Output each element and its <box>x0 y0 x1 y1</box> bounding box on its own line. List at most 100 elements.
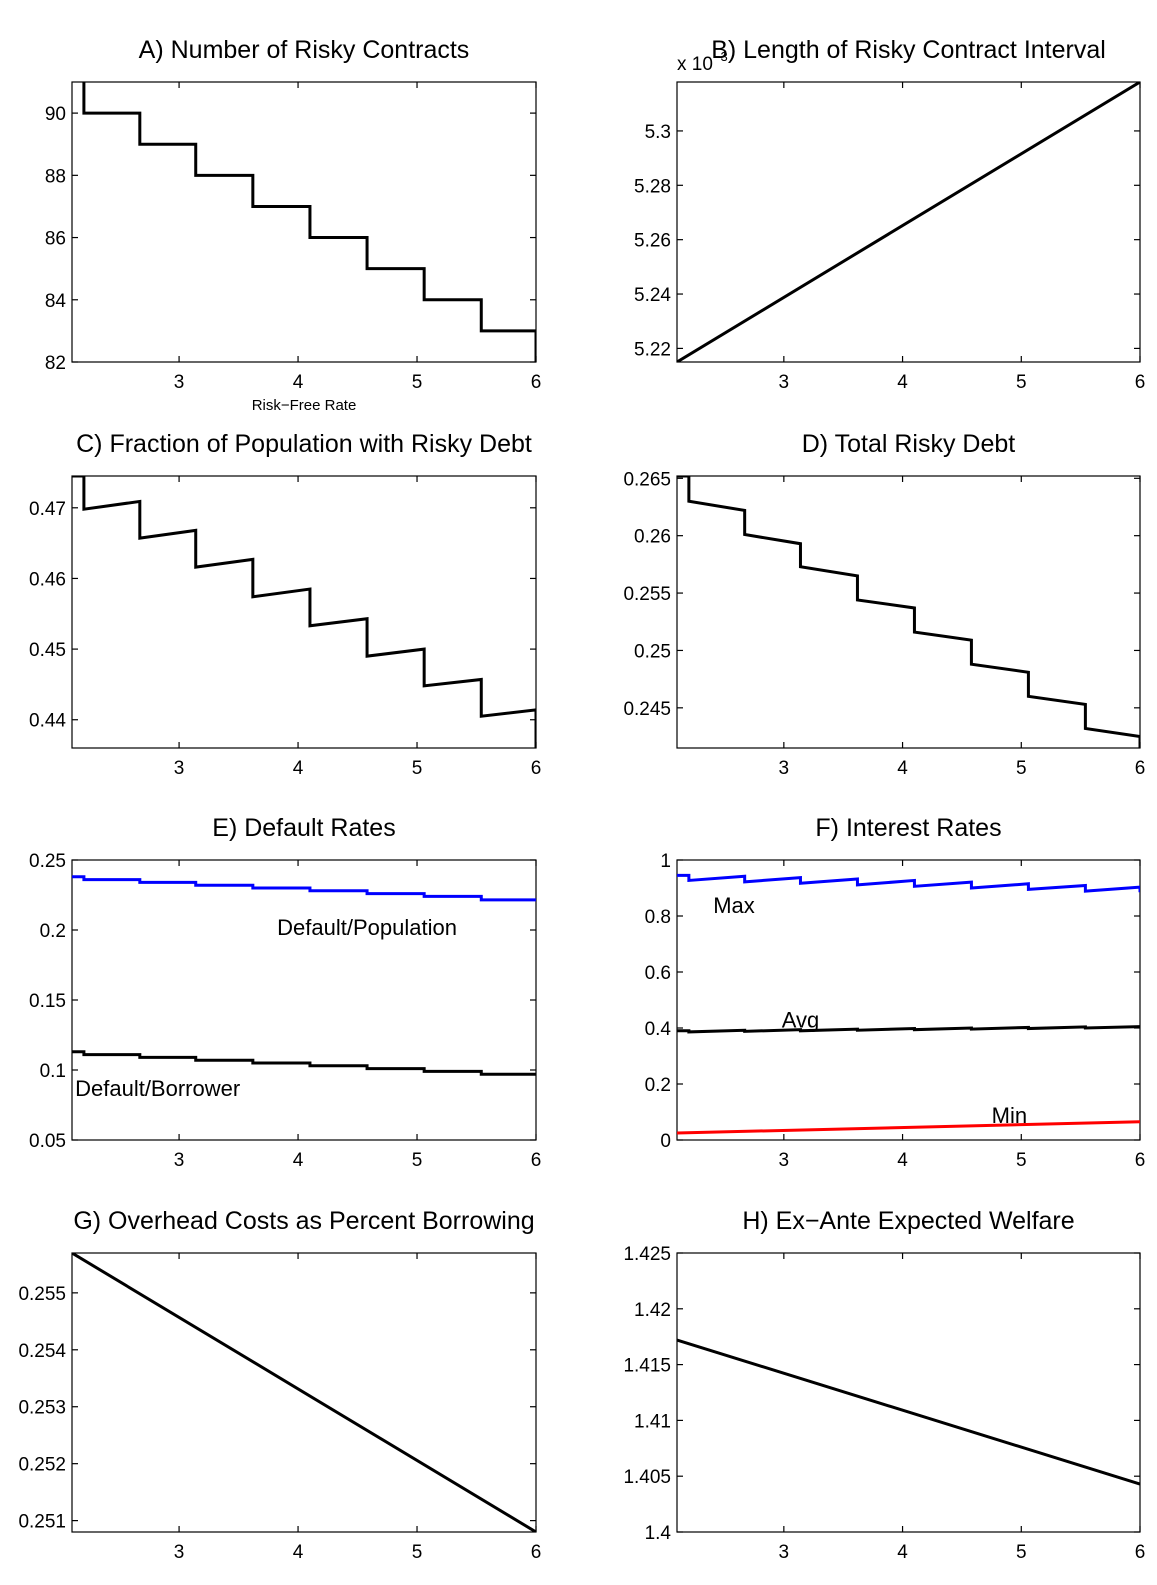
x-tick-label: 6 <box>1135 372 1146 393</box>
chart-title: B) Length of Risky Contract Interval <box>711 36 1106 64</box>
x-tick-label: 3 <box>174 372 185 393</box>
plot-area-frame <box>676 475 1141 749</box>
chart-title: G) Overhead Costs as Percent Borrowing <box>73 1207 534 1235</box>
chart-h: H) Ex−Ante Expected Welfare 3 4 5 6 1.4 1.405 1… <box>623 1207 1145 1563</box>
series-line-1 <box>677 1338 1140 1486</box>
y-tick-label: 0.45 <box>29 640 66 661</box>
y-tick-label: 0.46 <box>29 569 66 590</box>
annotation-label: Default/Borrower <box>75 1076 240 1101</box>
x-tick-label: 3 <box>174 1542 185 1563</box>
series-line-1 <box>82 82 536 362</box>
x-tick-label: 4 <box>293 758 304 779</box>
x-tick-label: 5 <box>1016 372 1027 393</box>
x-tick-label: 4 <box>897 758 908 779</box>
y-tick-label: 0.251 <box>18 1512 66 1533</box>
annotation-label: Min <box>992 1103 1027 1128</box>
x-axis-label: Risk−Free Rate <box>252 397 357 414</box>
x-tick-label: 5 <box>412 1542 423 1563</box>
y-tick-label: 5.22 <box>634 339 671 360</box>
y-tick-label: 0.255 <box>18 1284 66 1305</box>
annotation-label: Avg <box>782 1008 820 1033</box>
x-tick-label: 6 <box>531 758 542 779</box>
x-tick-label: 6 <box>1135 1542 1146 1563</box>
y-tick-label: 0.252 <box>18 1455 66 1476</box>
x-tick-label: 3 <box>174 1150 185 1171</box>
y-exponent-base: x 10 <box>677 54 713 75</box>
x-tick-label: 6 <box>1135 758 1146 779</box>
plot-area-frame <box>71 1252 537 1533</box>
y-tick-label: 0.6 <box>645 963 671 984</box>
plot-area-frame <box>676 1252 1141 1533</box>
y-tick-label: 0 <box>660 1131 671 1152</box>
x-tick-label: 3 <box>174 758 185 779</box>
annotation-label: Default/Population <box>277 915 457 940</box>
y-tick-label: 88 <box>45 166 66 187</box>
x-tick-label: 5 <box>412 758 423 779</box>
series-line-1 <box>72 875 536 902</box>
y-tick-label: 0.15 <box>29 991 66 1012</box>
x-tick-label: 5 <box>1016 1542 1027 1563</box>
series-line-1 <box>677 476 1140 748</box>
series-line-1 <box>72 1253 536 1532</box>
y-tick-label: 1 <box>660 851 671 872</box>
y-tick-label: 0.254 <box>18 1341 66 1362</box>
chart-g: G) Overhead Costs as Percent Borrowing 3 4… <box>18 1207 541 1563</box>
y-tick-label: 0.1 <box>40 1061 66 1082</box>
annotation-label: Max <box>713 893 755 918</box>
plot-area-frame <box>71 475 537 749</box>
x-tick-label: 6 <box>1135 1150 1146 1171</box>
x-tick-label: 6 <box>531 372 542 393</box>
x-tick-label: 5 <box>412 372 423 393</box>
y-tick-label: 0.25 <box>29 851 66 872</box>
y-tick-label: 0.245 <box>623 699 671 720</box>
y-tick-label: 0.47 <box>29 499 66 520</box>
y-tick-label: 0.255 <box>623 584 671 605</box>
chart-c: C) Fraction of Population with Risky Deb… <box>29 430 541 779</box>
x-tick-label: 4 <box>897 1150 908 1171</box>
y-tick-label: 1.42 <box>634 1300 671 1321</box>
y-tick-label: 1.415 <box>623 1356 671 1377</box>
series-min-line <box>677 1120 1140 1135</box>
plot-area-frame <box>676 859 1141 1141</box>
y-tick-label: 0.8 <box>645 907 671 928</box>
y-tick-label: 82 <box>45 353 66 374</box>
x-tick-label: 4 <box>897 1542 908 1563</box>
chart-title: D) Total Risky Debt <box>802 430 1016 458</box>
chart-title: A) Number of Risky Contracts <box>139 36 470 64</box>
chart-title: H) Ex−Ante Expected Welfare <box>742 1207 1074 1235</box>
y-tick-label: 5.28 <box>634 176 671 197</box>
chart-e: E) Default Rates 3 4 5 6 0.05 0.1 0.15 0.2 0.25 De… <box>29 814 541 1171</box>
chart-d: D) Total Risky Debt 3 4 5 6 0.245 0.25 0.255 0.2… <box>623 430 1145 779</box>
x-tick-label: 4 <box>293 1542 304 1563</box>
chart-title: C) Fraction of Population with Risky Deb… <box>76 430 532 458</box>
chart-b: B) Length of Risky Contract Interval 3 4 5 6… <box>634 36 1145 393</box>
y-tick-label: 86 <box>45 229 66 250</box>
chart-a: A) Number of Risky Contracts 3 4 5 6 82 84 86 88… <box>45 36 541 414</box>
x-tick-label: 3 <box>779 1150 790 1171</box>
x-tick-label: 3 <box>779 758 790 779</box>
y-tick-label: 5.3 <box>645 122 671 143</box>
y-exponent-power: −3 <box>713 49 728 64</box>
series-line-1 <box>677 82 1140 362</box>
series-line-2 <box>72 1050 536 1076</box>
series-line-1 <box>72 476 536 748</box>
y-tick-label: 0.25 <box>634 641 671 662</box>
x-tick-label: 3 <box>779 1542 790 1563</box>
chart-title: F) Interest Rates <box>815 814 1001 842</box>
series-max-line <box>677 873 1140 893</box>
y-tick-label: 1.4 <box>645 1523 672 1544</box>
x-tick-label: 4 <box>293 1150 304 1171</box>
y-tick-label: 0.05 <box>29 1131 66 1152</box>
y-tick-label: 1.405 <box>623 1467 671 1488</box>
y-tick-label: 1.425 <box>623 1244 671 1265</box>
y-tick-label: 0.2 <box>40 921 66 942</box>
y-tick-label: 0.44 <box>29 711 66 732</box>
y-tick-label: 0.2 <box>645 1075 671 1096</box>
x-tick-label: 6 <box>531 1542 542 1563</box>
y-tick-label: 0.26 <box>634 527 671 548</box>
x-tick-label: 3 <box>779 372 790 393</box>
y-tick-label: 0.4 <box>645 1019 672 1040</box>
x-tick-label: 5 <box>412 1150 423 1171</box>
x-tick-label: 6 <box>531 1150 542 1171</box>
